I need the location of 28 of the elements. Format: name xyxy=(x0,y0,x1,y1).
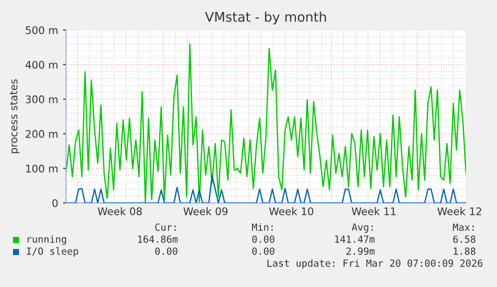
y-tick-label: 0 xyxy=(52,199,58,208)
legend-label: running xyxy=(28,235,66,245)
x-tick-label: Week 10 xyxy=(269,207,314,216)
x-tick-label: Week 12 xyxy=(437,207,482,216)
y-axis-title: process states xyxy=(10,79,20,154)
text: 2.99m xyxy=(346,247,375,255)
text: 0.00 xyxy=(252,247,274,255)
text: 141.47m xyxy=(335,236,375,243)
text: Avg: xyxy=(352,224,373,233)
text: Min: xyxy=(252,223,273,231)
text: Cur: xyxy=(155,223,176,231)
text: 0.00 xyxy=(155,247,178,255)
x-tick-label: Week 08 xyxy=(98,207,142,216)
text: 1.88 xyxy=(454,247,476,255)
legend-label: I/O sleep xyxy=(26,247,78,257)
text: Last update: Fri Mar 20 07:00:09 2026 xyxy=(267,259,482,269)
y-tick-label: 500 m xyxy=(26,26,58,34)
text: 164.86m xyxy=(138,235,178,243)
text: 0.00 xyxy=(252,235,274,243)
text: Max: xyxy=(452,224,474,231)
x-tick-label: Week 09 xyxy=(183,207,228,216)
y-tick-label: 300 m xyxy=(26,95,58,104)
x-tick-label: Week 11 xyxy=(352,207,396,216)
text: 6.58 xyxy=(453,235,476,243)
y-tick-label: 100 m xyxy=(26,164,58,173)
y-tick-label: 400 m xyxy=(26,60,58,69)
y-tick-label: 200 m xyxy=(26,130,58,138)
chart-title: VMstat - by month xyxy=(205,12,326,24)
